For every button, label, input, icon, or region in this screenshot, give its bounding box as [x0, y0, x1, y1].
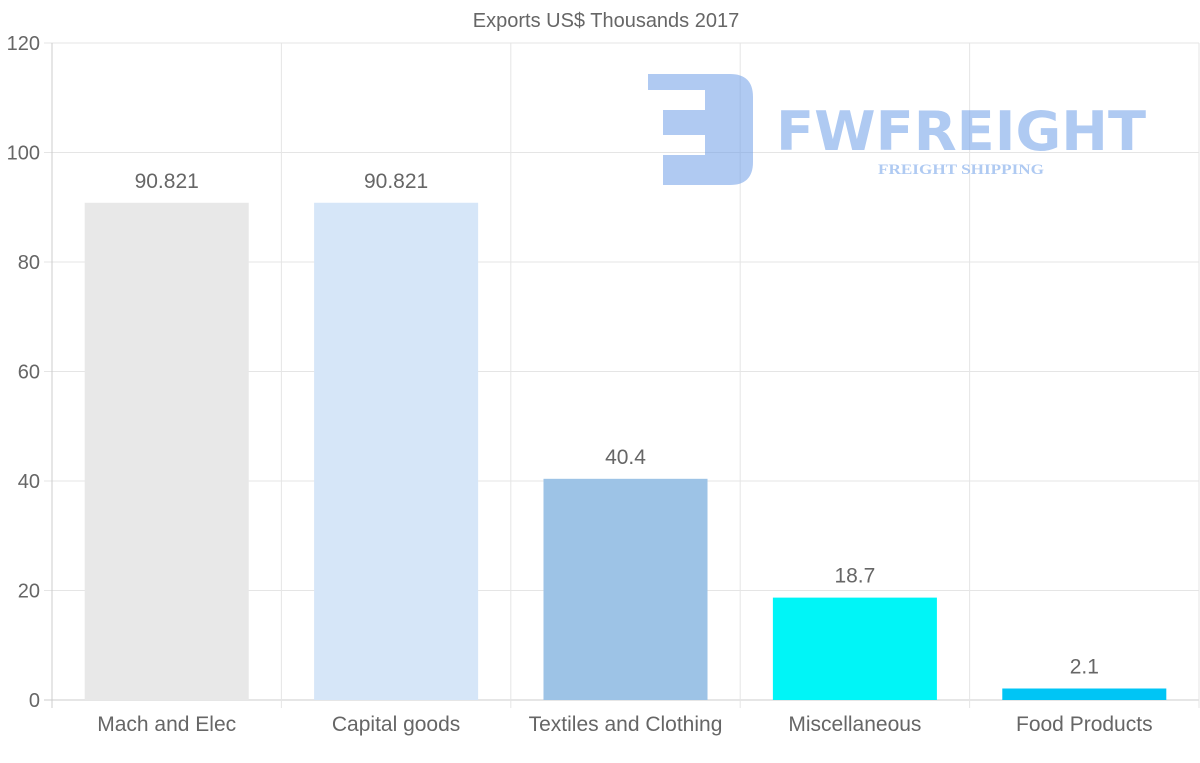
- bar: [1002, 688, 1167, 700]
- x-tick-label: Mach and Elec: [97, 713, 236, 736]
- bar-value-label: 40.4: [605, 446, 646, 469]
- grid: 0 20 40 60 80 100 120: [7, 33, 1200, 712]
- y-tick-label: 40: [18, 471, 40, 493]
- bar: [543, 478, 708, 700]
- bar: [84, 202, 249, 701]
- bar-value-label: 90.821: [364, 170, 428, 193]
- watermark-brand: FWFREIGHT: [776, 100, 1146, 163]
- y-tick-label: 0: [29, 690, 40, 712]
- x-tick-label: Miscellaneous: [788, 713, 921, 736]
- y-tick-label: 80: [18, 252, 40, 274]
- y-tick-label: 60: [18, 362, 40, 384]
- x-tick-label: Food Products: [1016, 713, 1153, 736]
- bar-value-label: 90.821: [135, 170, 199, 193]
- y-tick-label: 20: [18, 581, 40, 603]
- fwfreight-watermark-logo: FWFREIGHT FREIGHT SHIPPING: [648, 74, 1146, 185]
- y-tick-label: 120: [7, 33, 40, 55]
- chart-title: Exports US$ Thousands 2017: [473, 10, 739, 32]
- x-tick-label: Capital goods: [332, 713, 460, 736]
- bar-value-label: 18.7: [834, 565, 875, 588]
- bar: [314, 202, 479, 701]
- x-tick-label: Textiles and Clothing: [529, 713, 723, 736]
- bars: 90.821 Mach and Elec 90.821 Capital goods 40…: [84, 170, 1167, 736]
- logo-mark-icon: [648, 74, 753, 185]
- y-tick-label: 100: [7, 143, 40, 165]
- watermark-tagline: FREIGHT SHIPPING: [878, 162, 1044, 178]
- bar-value-label: 2.1: [1070, 656, 1099, 679]
- bar: [772, 597, 937, 700]
